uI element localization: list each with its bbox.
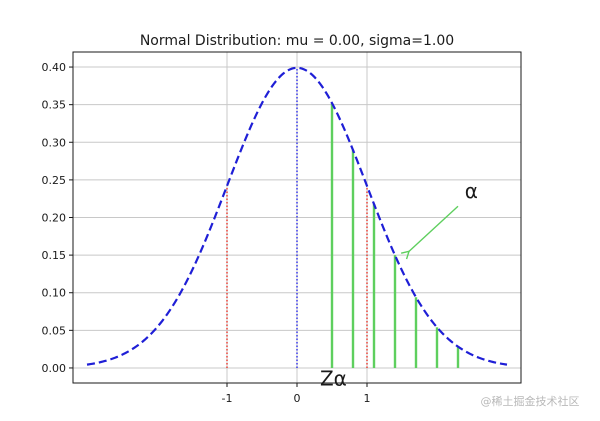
grid-layer: [73, 52, 521, 383]
y-tick-label: 0.00: [42, 362, 67, 375]
watermark-text: @稀土掘金技术社区: [481, 394, 580, 408]
x-tick-label: -1: [222, 392, 233, 405]
y-tick-label: 0.20: [42, 212, 67, 225]
x-tick-label: 0: [294, 392, 301, 405]
alpha-arrow: [400, 205, 459, 260]
alpha-label: α: [465, 179, 478, 203]
y-tick-label: 0.40: [42, 61, 67, 74]
y-tick-label: 0.30: [42, 136, 67, 149]
chart-title: Normal Distribution: mu = 0.00, sigma=1.…: [140, 33, 454, 49]
y-tick-label: 0.15: [42, 249, 67, 262]
y-tick-label: 0.25: [42, 174, 67, 187]
ticks-layer: 0.00 0.05 0.10 0.15 0.20 0.25 0.30 0.35 0.40 -1 0 1: [42, 61, 371, 405]
y-tick-label: 0.35: [42, 99, 67, 112]
y-tick-label: 0.10: [42, 287, 67, 300]
x-tick-label: 1: [364, 392, 371, 405]
annotation-layer: α Zα: [320, 179, 478, 391]
z-alpha-label: Zα: [320, 367, 347, 391]
marks-layer: [86, 66, 508, 368]
y-tick-label: 0.05: [42, 324, 67, 337]
